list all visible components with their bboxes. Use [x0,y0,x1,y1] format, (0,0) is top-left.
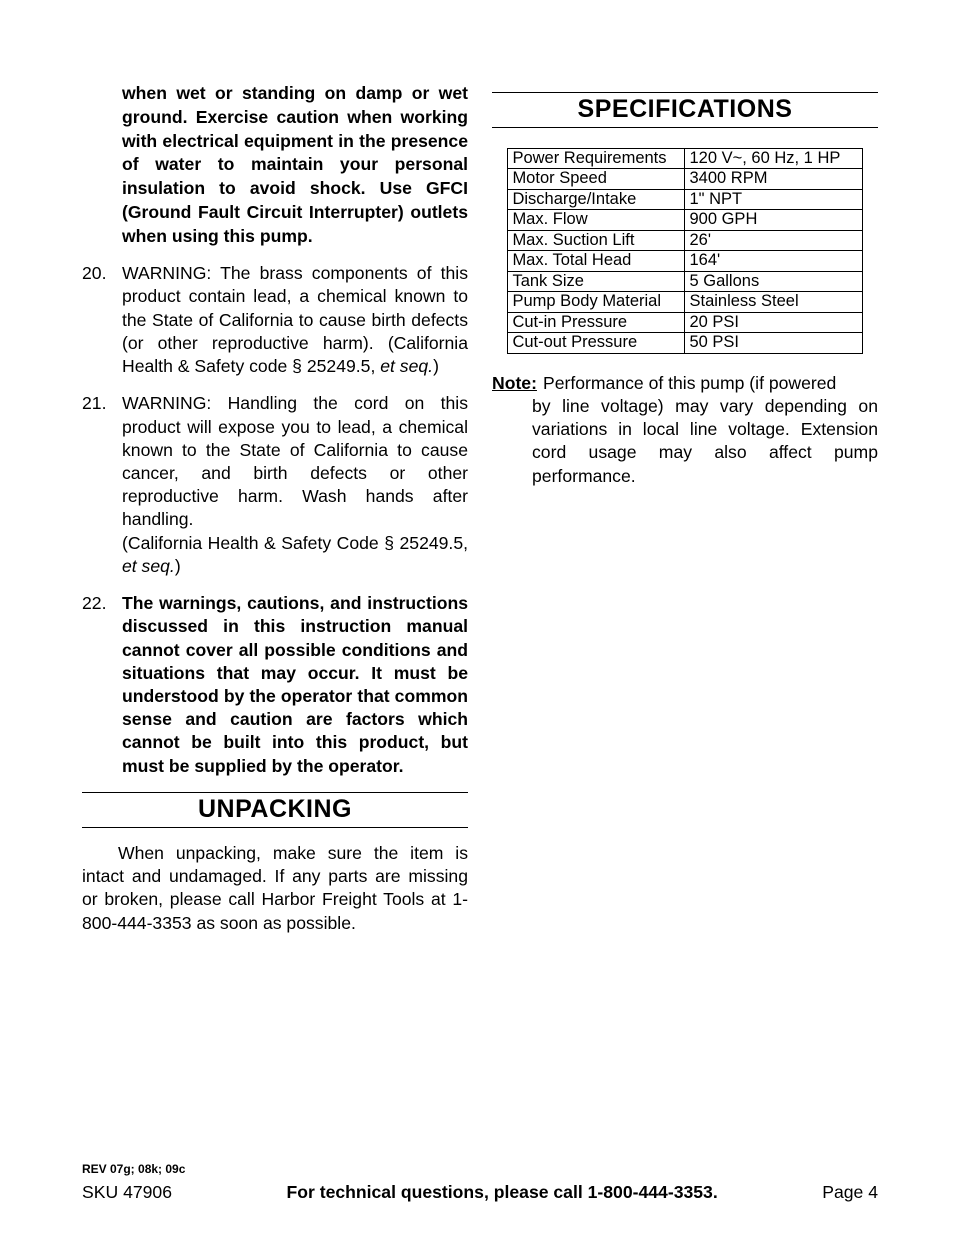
warning-item: 20.WARNING: The brass components of this… [82,262,468,378]
table-row: Max. Flow900 GPH [508,210,862,230]
table-row: Discharge/Intake1" NPT [508,189,862,209]
note-body: by line voltage) may vary depending on v… [492,395,878,488]
note-block: Note: Performance of this pump (if power… [492,372,878,395]
table-cell: 3400 RPM [685,169,862,189]
table-cell: Stainless Steel [685,292,862,312]
note-label: Note: [492,372,537,395]
page-number: Page 4 [822,1182,878,1203]
list-body: WARNING: Handling the cord on this produ… [122,392,468,578]
numbered-warnings-list: 20.WARNING: The brass components of this… [82,262,468,778]
revision-line: REV 07g; 08k; 09c [82,1162,878,1176]
list-number: 21. [82,392,122,578]
left-column: when wet or standing on damp or wet grou… [82,82,472,935]
warning-item: 22.The warnings, cautions, and instructi… [82,592,468,778]
table-cell: Tank Size [508,271,685,291]
two-column-layout: when wet or standing on damp or wet grou… [82,82,878,935]
table-cell: 1" NPT [685,189,862,209]
specifications-table: Power Requirements120 V~, 60 Hz, 1 HPMot… [507,148,862,354]
table-row: Cut-in Pressure20 PSI [508,312,862,332]
right-column: SPECIFICATIONS Power Requirements120 V~,… [488,82,878,935]
table-cell: Max. Flow [508,210,685,230]
table-row: Pump Body MaterialStainless Steel [508,292,862,312]
list-body: WARNING: The brass components of this pr… [122,262,468,378]
section-rule: UNPACKING [82,792,468,828]
unpacking-body: When unpacking, make sure the item is in… [82,842,468,935]
table-cell: Power Requirements [508,149,685,169]
table-cell: Pump Body Material [508,292,685,312]
table-cell: Cut-out Pressure [508,333,685,353]
table-cell: Max. Total Head [508,251,685,271]
warning-intro-bold: when wet or standing on damp or wet grou… [122,82,468,248]
table-cell: 50 PSI [685,333,862,353]
note-first-line: Performance of this pump (if powered [543,372,878,395]
table-cell: 5 Gallons [685,271,862,291]
table-cell: 120 V~, 60 Hz, 1 HP [685,149,862,169]
technical-phone: For technical questions, please call 1-8… [212,1182,792,1203]
table-row: Tank Size5 Gallons [508,271,862,291]
table-cell: Max. Suction Lift [508,230,685,250]
table-row: Max. Total Head164' [508,251,862,271]
table-row: Motor Speed3400 RPM [508,169,862,189]
table-cell: Motor Speed [508,169,685,189]
table-row: Max. Suction Lift26' [508,230,862,250]
section-rule: SPECIFICATIONS [492,92,878,128]
table-row: Power Requirements120 V~, 60 Hz, 1 HP [508,149,862,169]
page-footer: REV 07g; 08k; 09c SKU 47906 For technica… [82,1162,878,1203]
specifications-heading: SPECIFICATIONS [492,95,878,124]
table-row: Cut-out Pressure50 PSI [508,333,862,353]
table-cell: Cut-in Pressure [508,312,685,332]
table-cell: 20 PSI [685,312,862,332]
unpacking-heading: UNPACKING [82,795,468,824]
table-cell: 900 GPH [685,210,862,230]
warning-item: 21.WARNING: Handling the cord on this pr… [82,392,468,578]
table-cell: Discharge/Intake [508,189,685,209]
list-body: The warnings, cautions, and instructions… [122,592,468,778]
table-cell: 164' [685,251,862,271]
sku-label: SKU 47906 [82,1182,172,1203]
list-number: 22. [82,592,122,778]
list-number: 20. [82,262,122,378]
table-cell: 26' [685,230,862,250]
